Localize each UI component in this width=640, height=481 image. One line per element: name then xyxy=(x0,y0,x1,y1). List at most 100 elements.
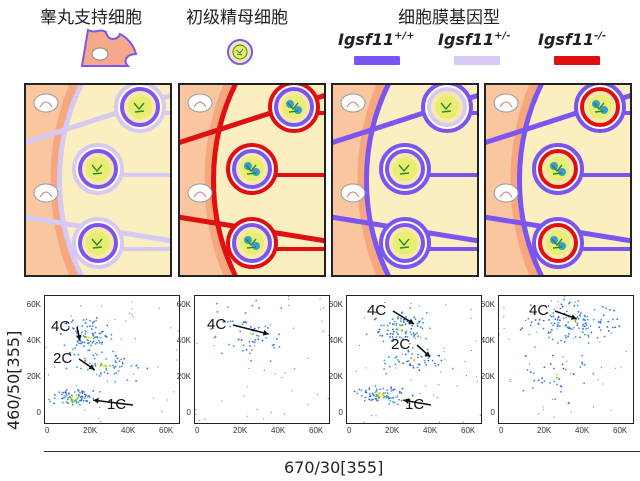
event-dot xyxy=(126,379,129,382)
event-dot xyxy=(293,327,295,329)
event-dot xyxy=(49,400,52,403)
event-dot xyxy=(396,328,399,331)
event-dot xyxy=(583,382,586,385)
event-dot xyxy=(577,311,580,313)
event-dot xyxy=(401,387,404,390)
event-dot xyxy=(398,360,401,363)
flow-plot: 4C 60K 40K 20K 0 0 20K 40K 60K xyxy=(481,295,634,435)
event-dot xyxy=(60,393,63,396)
event-dot xyxy=(117,369,120,372)
event-dot xyxy=(534,319,537,321)
event-dot xyxy=(406,360,408,363)
event-dot xyxy=(82,319,85,321)
event-dot xyxy=(99,336,102,339)
event-dot xyxy=(384,362,386,365)
event-dot xyxy=(248,340,251,343)
event-dot xyxy=(195,413,197,415)
event-dot xyxy=(371,392,374,395)
event-dot xyxy=(75,401,78,404)
x-tick-label: 40K xyxy=(271,426,286,435)
event-dot xyxy=(93,338,95,340)
event-dot xyxy=(601,305,604,308)
y-tick-label: 0 xyxy=(36,408,41,417)
event-dot xyxy=(464,361,466,363)
event-dot xyxy=(53,402,56,405)
y-tick-label: 0 xyxy=(490,408,495,417)
population-label: 4C xyxy=(529,302,549,319)
event-dot xyxy=(391,328,394,331)
event-dot xyxy=(397,403,399,406)
event-dot xyxy=(114,365,117,368)
event-dot xyxy=(390,340,393,342)
x-tick-label: 0 xyxy=(195,426,200,435)
event-dot xyxy=(413,335,415,338)
event-dot xyxy=(375,393,378,396)
event-dot xyxy=(589,325,592,327)
event-dot xyxy=(398,392,401,394)
sertoli-cell-icon xyxy=(80,28,138,67)
event-dot xyxy=(71,398,73,401)
event-dot xyxy=(432,394,435,396)
event-dot xyxy=(364,391,367,394)
event-dot xyxy=(524,320,527,322)
event-dot xyxy=(176,349,178,351)
event-dot xyxy=(402,321,405,323)
event-dot xyxy=(465,374,468,377)
event-dot xyxy=(436,397,438,399)
event-dot xyxy=(587,327,590,330)
event-dot xyxy=(434,364,437,367)
event-dot xyxy=(606,326,609,328)
event-dot xyxy=(71,395,74,398)
event-dot xyxy=(85,394,88,397)
x-tick-label: 40K xyxy=(121,426,136,435)
event-dot xyxy=(388,402,390,405)
event-dot xyxy=(214,335,217,338)
event-dot xyxy=(98,390,101,393)
event-dot xyxy=(418,305,420,307)
event-dot xyxy=(245,348,248,351)
event-dot xyxy=(110,333,113,336)
event-dot xyxy=(503,327,505,330)
event-dot xyxy=(576,324,579,327)
event-dot xyxy=(395,367,397,369)
event-dot xyxy=(88,401,91,404)
event-dot xyxy=(157,366,159,368)
event-dot xyxy=(176,359,178,361)
event-dot xyxy=(400,329,403,332)
spermatocyte-label: 初级精母细胞 xyxy=(186,8,288,28)
event-dot xyxy=(554,318,557,321)
x-tick-label: 0 xyxy=(347,426,352,435)
event-dot xyxy=(395,336,398,338)
event-dot xyxy=(101,341,103,344)
event-dot xyxy=(537,379,540,382)
event-dot xyxy=(294,367,296,370)
event-dot xyxy=(530,321,533,324)
event-dot xyxy=(375,388,378,391)
event-dot xyxy=(65,401,68,403)
event-dot xyxy=(550,299,553,302)
event-dot xyxy=(232,345,235,348)
event-dot xyxy=(62,391,65,394)
event-dot xyxy=(73,399,76,402)
event-dot xyxy=(92,397,95,400)
arrow-head xyxy=(262,330,269,336)
event-dot xyxy=(445,304,447,306)
y-tick-label: 40K xyxy=(26,336,41,345)
event-dot xyxy=(386,394,388,397)
event-dot xyxy=(394,356,397,359)
event-dot xyxy=(421,327,424,330)
event-dot xyxy=(131,314,133,316)
event-dot xyxy=(412,366,415,369)
event-dot xyxy=(390,386,393,389)
event-dot xyxy=(79,305,82,307)
event-dot xyxy=(94,326,97,329)
event-dot xyxy=(88,349,91,351)
event-dot xyxy=(76,340,79,343)
event-dot xyxy=(402,337,405,340)
x-tick-label: 0 xyxy=(499,426,504,435)
event-dot xyxy=(115,371,118,374)
event-dot xyxy=(64,395,67,398)
event-dot xyxy=(83,391,85,393)
event-dot xyxy=(427,359,430,362)
event-dot xyxy=(72,327,75,330)
